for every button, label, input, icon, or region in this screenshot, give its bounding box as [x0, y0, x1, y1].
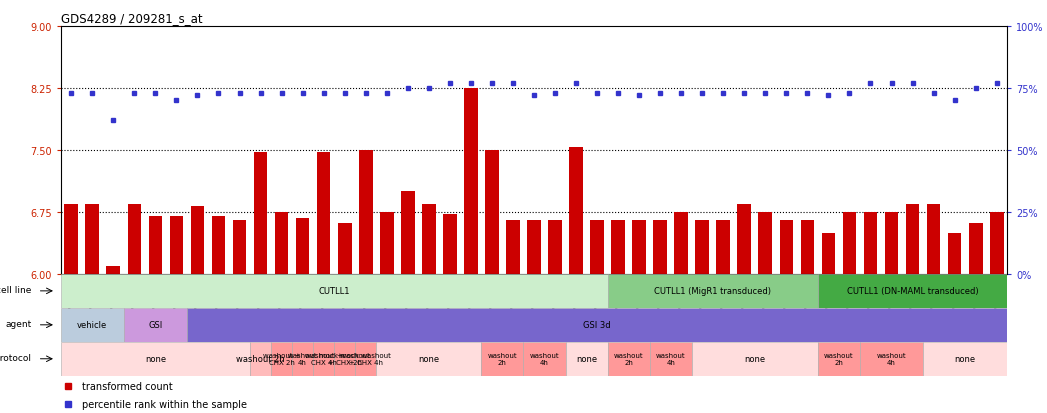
- Text: CUTLL1: CUTLL1: [318, 287, 350, 296]
- Bar: [649, 342, 692, 376]
- Bar: [250, 342, 271, 376]
- Text: GDS4289 / 209281_s_at: GDS4289 / 209281_s_at: [61, 12, 202, 25]
- Text: washout
2h: washout 2h: [824, 352, 853, 366]
- Text: vehicle: vehicle: [77, 320, 108, 330]
- Bar: [591, 221, 604, 274]
- Bar: [632, 221, 646, 274]
- Bar: [607, 342, 649, 376]
- Bar: [695, 221, 709, 274]
- Bar: [128, 204, 141, 274]
- Bar: [61, 308, 124, 342]
- Bar: [565, 342, 607, 376]
- Bar: [295, 218, 310, 274]
- Bar: [317, 153, 331, 274]
- Text: none: none: [744, 354, 765, 363]
- Text: mock washout
+ CHX 4h: mock washout + CHX 4h: [340, 352, 392, 366]
- Text: GSI: GSI: [149, 320, 162, 330]
- Bar: [860, 342, 923, 376]
- Bar: [570, 147, 583, 274]
- Bar: [716, 221, 730, 274]
- Bar: [524, 342, 565, 376]
- Bar: [124, 308, 187, 342]
- Bar: [313, 342, 334, 376]
- Bar: [653, 221, 667, 274]
- Bar: [818, 342, 860, 376]
- Bar: [355, 342, 376, 376]
- Text: percentile rank within the sample: percentile rank within the sample: [82, 399, 246, 409]
- Bar: [149, 216, 162, 274]
- Bar: [801, 221, 815, 274]
- Text: cell line: cell line: [0, 285, 31, 294]
- Bar: [338, 223, 352, 274]
- Bar: [376, 342, 482, 376]
- Bar: [485, 150, 498, 274]
- Bar: [864, 212, 877, 274]
- Bar: [885, 212, 898, 274]
- Bar: [927, 204, 940, 274]
- Bar: [737, 204, 751, 274]
- Text: CUTLL1 (MigR1 transduced): CUTLL1 (MigR1 transduced): [654, 287, 772, 296]
- Text: washout
4h: washout 4h: [288, 352, 317, 366]
- Text: none: none: [418, 354, 440, 363]
- Bar: [65, 204, 79, 274]
- Bar: [191, 206, 204, 274]
- Bar: [611, 221, 625, 274]
- Text: protocol: protocol: [0, 353, 31, 362]
- Text: washout
4h: washout 4h: [876, 352, 907, 366]
- Bar: [61, 274, 607, 308]
- Text: washout
4h: washout 4h: [655, 352, 686, 366]
- Bar: [549, 221, 562, 274]
- Bar: [482, 342, 524, 376]
- Text: washout +
CHX 2h: washout + CHX 2h: [263, 352, 300, 366]
- Bar: [506, 221, 519, 274]
- Bar: [292, 342, 313, 376]
- Text: none: none: [576, 354, 597, 363]
- Text: none: none: [144, 354, 165, 363]
- Bar: [359, 150, 373, 274]
- Bar: [401, 192, 415, 274]
- Text: CUTLL1 (DN-MAML transduced): CUTLL1 (DN-MAML transduced): [847, 287, 978, 296]
- Bar: [923, 342, 1007, 376]
- Text: none: none: [955, 354, 976, 363]
- Text: washout +
CHX 4h: washout + CHX 4h: [305, 352, 342, 366]
- Text: washout
2h: washout 2h: [488, 352, 517, 366]
- Bar: [61, 342, 250, 376]
- Text: washout
2h: washout 2h: [614, 352, 644, 366]
- Bar: [170, 216, 183, 274]
- Bar: [818, 274, 1007, 308]
- Bar: [758, 212, 773, 274]
- Bar: [464, 89, 477, 274]
- Bar: [274, 212, 288, 274]
- Bar: [253, 152, 267, 274]
- Text: agent: agent: [5, 319, 31, 328]
- Bar: [187, 308, 1007, 342]
- Bar: [989, 212, 1003, 274]
- Bar: [334, 342, 355, 376]
- Text: transformed count: transformed count: [82, 381, 173, 391]
- Text: mock washout
+ CHX 2h: mock washout + CHX 2h: [319, 352, 370, 366]
- Bar: [822, 233, 836, 274]
- Bar: [232, 221, 246, 274]
- Bar: [607, 274, 818, 308]
- Bar: [843, 212, 856, 274]
- Bar: [443, 215, 456, 274]
- Bar: [422, 204, 436, 274]
- Bar: [906, 204, 919, 274]
- Bar: [674, 212, 688, 274]
- Bar: [692, 342, 818, 376]
- Bar: [527, 221, 541, 274]
- Bar: [380, 212, 394, 274]
- Text: washout
4h: washout 4h: [530, 352, 559, 366]
- Text: washout 2h: washout 2h: [237, 354, 285, 363]
- Bar: [948, 233, 961, 274]
- Bar: [86, 204, 99, 274]
- Text: GSI 3d: GSI 3d: [583, 320, 610, 330]
- Bar: [780, 221, 794, 274]
- Bar: [968, 223, 982, 274]
- Bar: [107, 266, 120, 274]
- Bar: [271, 342, 292, 376]
- Bar: [211, 216, 225, 274]
